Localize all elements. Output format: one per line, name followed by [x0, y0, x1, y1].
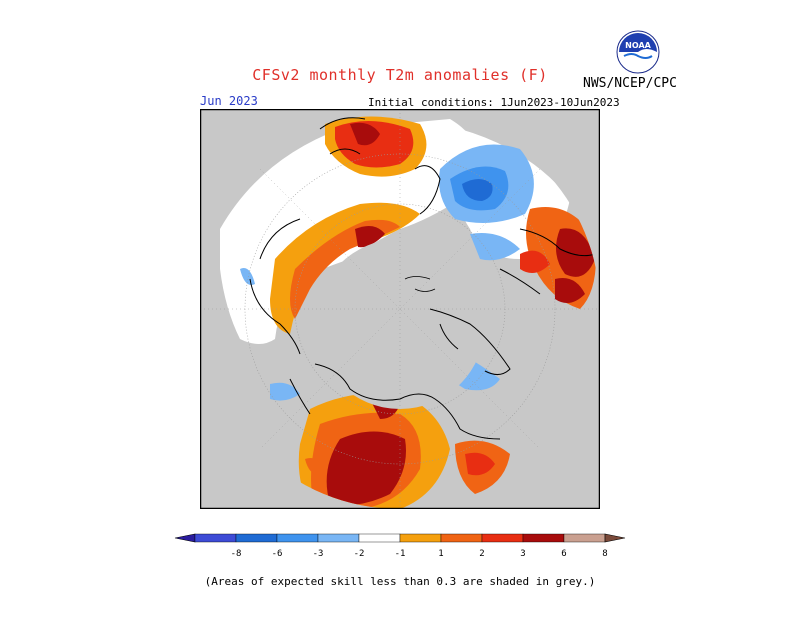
- cold-anomaly-siberia: [470, 233, 520, 261]
- colorbar-box: [563, 533, 606, 543]
- coastline-atlantic: [249, 218, 301, 355]
- warm-anomaly-east-mid: [520, 250, 550, 273]
- colorbar-box: [276, 533, 319, 543]
- coastline-east: [499, 228, 596, 295]
- noaa-logo-text: NOAA: [625, 41, 651, 50]
- warm-anomaly-arc: [290, 219, 400, 319]
- colorbar-box: [399, 533, 442, 543]
- colorbar-tick-label: 8: [602, 549, 607, 559]
- warm-anomaly-west: [305, 458, 325, 475]
- polar-anomaly-map: [200, 109, 600, 509]
- colorbar-tick-label: 2: [479, 549, 484, 559]
- warm-anomaly-quebec-core: [465, 452, 495, 476]
- colorbar-tick-label: 6: [561, 549, 566, 559]
- colorbar: -8 -6 -3 -2 -1 1 2 3 6 8: [174, 533, 626, 559]
- colorbar-box: [235, 533, 278, 543]
- colorbar-box: [358, 533, 401, 543]
- colorbar-box: [317, 533, 360, 543]
- cold-anomaly-alaska: [270, 382, 300, 401]
- colorbar-tick-label: 1: [438, 549, 443, 559]
- warm-anomaly-na-core: [326, 431, 406, 506]
- colorbar-tick-label: -1: [395, 549, 406, 559]
- colorbar-arrow-left: [174, 533, 196, 543]
- cold-anomaly-dark: [462, 179, 493, 201]
- initial-conditions: Initial conditions: 1Jun2023-10Jun2023: [368, 96, 620, 109]
- colorbar-tick-label: 3: [520, 549, 525, 559]
- map-frame: [200, 109, 600, 509]
- cold-anomaly-atlantic: [240, 268, 255, 285]
- colorbar-box: [481, 533, 524, 543]
- map-title: CFSv2 monthly T2m anomalies (F): [252, 66, 548, 84]
- colorbar-arrow-right: [604, 533, 626, 543]
- colorbar-tick-label: -3: [313, 549, 324, 559]
- footnote: (Areas of expected skill less than 0.3 a…: [204, 575, 596, 588]
- colorbar-box: [194, 533, 237, 543]
- colorbar-tick-label: -8: [231, 549, 242, 559]
- forecast-month: Jun 2023: [200, 94, 258, 108]
- warm-anomaly-east-core: [556, 228, 595, 277]
- colorbar-box: [522, 533, 565, 543]
- arctic-ocean: [315, 239, 485, 409]
- warm-anomaly-east-south: [555, 278, 585, 303]
- agency-label: NWS/NCEP/CPC: [583, 76, 677, 91]
- noaa-logo: NOAA: [616, 30, 660, 74]
- warm-anomaly-arc-core: [355, 225, 385, 248]
- coastline-europe: [319, 117, 441, 215]
- coastline-siberia: [429, 308, 511, 375]
- warm-anomaly-europe-core: [350, 122, 380, 146]
- colorbar-tick-label: -2: [354, 549, 365, 559]
- colorbar-tick-label: -6: [272, 549, 283, 559]
- coastline-north-america: [289, 363, 501, 440]
- coastline-islands: [404, 276, 436, 292]
- colorbar-box: [440, 533, 483, 543]
